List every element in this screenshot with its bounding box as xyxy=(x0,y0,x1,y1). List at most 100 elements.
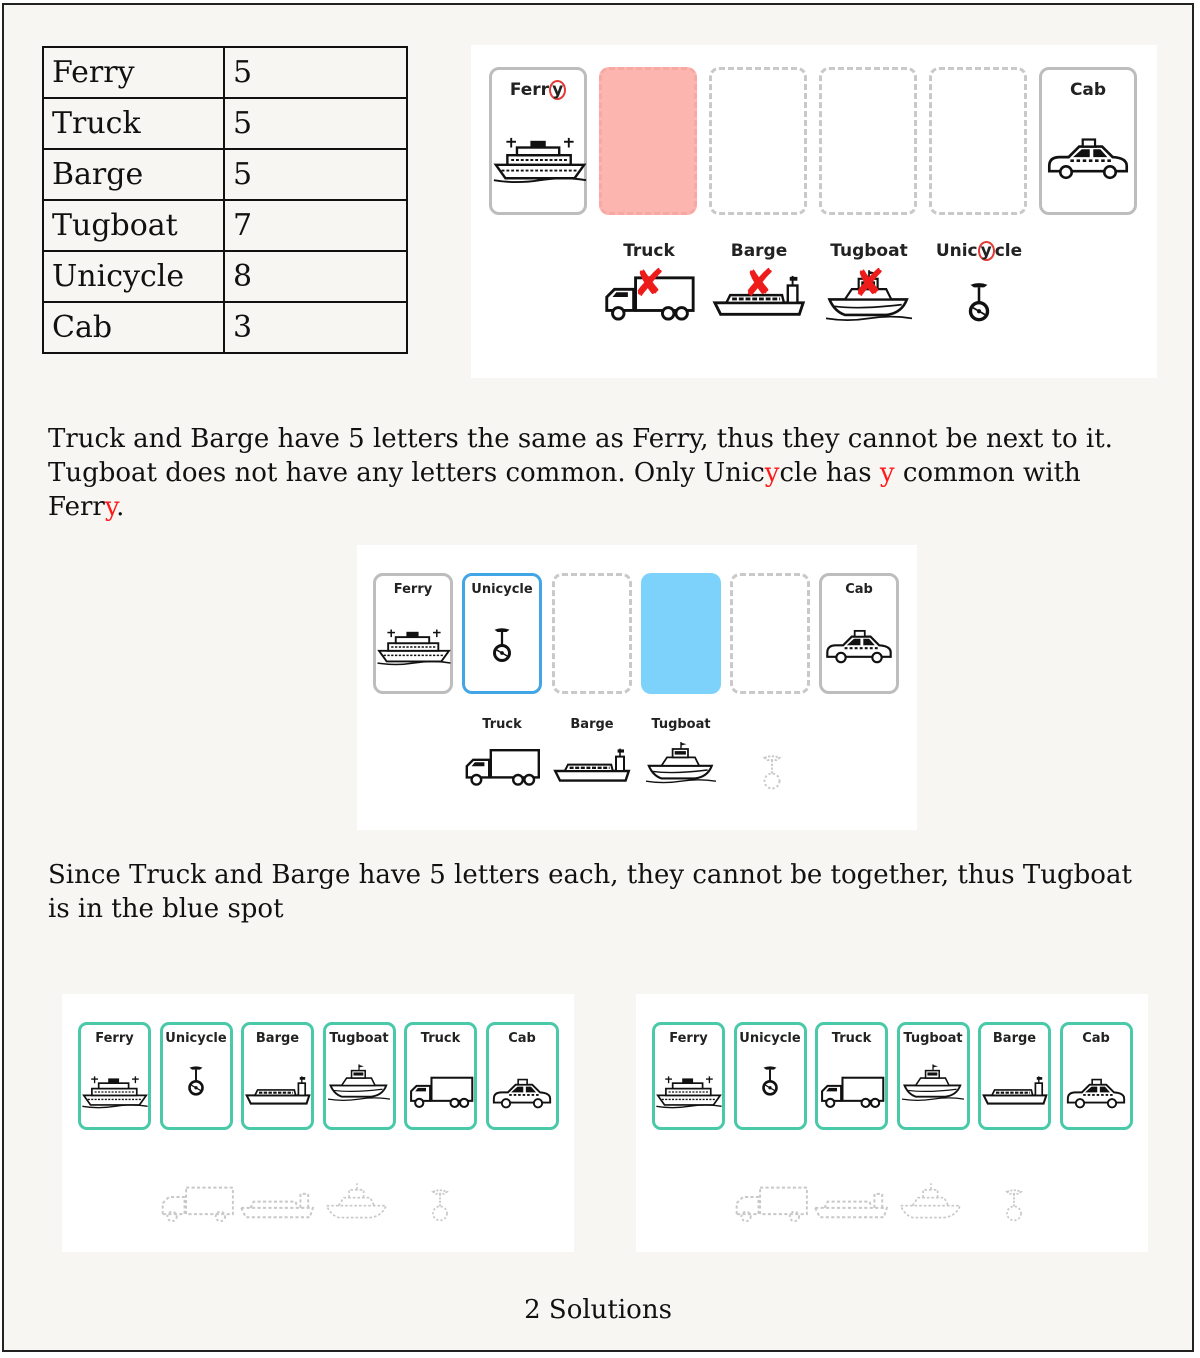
vehicle-name: Truck xyxy=(42,97,225,150)
cross-mark: ✘ xyxy=(633,261,665,305)
table-row: Tugboat 7 xyxy=(42,199,408,252)
table-row: Barge 5 xyxy=(42,148,408,201)
candidate-unicycle: Unic y cle xyxy=(927,241,1031,329)
card-label: Cab xyxy=(1069,80,1107,100)
truck-outline-icon xyxy=(158,1184,236,1224)
candidate-label: Truck xyxy=(623,241,675,261)
candidate-label: Truck xyxy=(482,717,522,732)
puzzle-figure-2: Ferry Unicycle Cab Truck Barge Tugboat xyxy=(357,545,917,830)
card-label: Ferry xyxy=(95,1031,134,1046)
table-row: Ferry 5 xyxy=(42,46,408,99)
cross-mark: ✘ xyxy=(743,261,775,305)
solution-card-unicycle: Unicycle xyxy=(733,1022,807,1130)
letter-count: 8 xyxy=(223,250,408,303)
card-unicycle: Unicycle xyxy=(462,573,542,694)
slot-blue xyxy=(641,573,721,694)
cab-icon xyxy=(490,1077,554,1109)
solution-card-cab: Cab xyxy=(485,1022,559,1130)
unicycle-outline-icon xyxy=(1000,1184,1028,1226)
truck-icon xyxy=(818,1075,886,1109)
tugboat-icon xyxy=(328,1061,390,1105)
barge-icon xyxy=(552,746,632,788)
candidate-barge: Barge xyxy=(552,717,632,792)
candidate-truck: Truck ✘ xyxy=(599,241,699,327)
card-label: Barge xyxy=(255,1031,300,1046)
card-label: Truck xyxy=(420,1031,461,1046)
letter-y-red: y xyxy=(104,492,117,522)
slot-empty xyxy=(552,573,632,694)
unicycle-outline-icon xyxy=(757,749,787,795)
letter-y-red: y xyxy=(764,458,780,488)
solution-2: Ferry Unicycle Truck Tugboat Barge Cab xyxy=(636,994,1148,1252)
candidate-label: Barge xyxy=(570,717,614,732)
tugboat-outline-icon xyxy=(324,1178,390,1228)
card-label: Unicycle xyxy=(165,1031,227,1046)
solution-card-truck: Truck xyxy=(404,1022,477,1130)
card-label: Cab xyxy=(1082,1031,1110,1046)
letter-count: 7 xyxy=(223,199,408,252)
table-row: Unicycle 8 xyxy=(42,250,408,303)
letter-y-red: y xyxy=(879,458,895,488)
cab-icon xyxy=(823,628,895,664)
letter-count: 3 xyxy=(223,301,408,354)
slot-empty xyxy=(819,67,917,215)
puzzle-figure-1: Ferr y Cab Truck ✘ Barge ✘ Tugboat ✘ Unic… xyxy=(471,45,1157,378)
card-label: Cab xyxy=(508,1031,536,1046)
card-cab: Cab xyxy=(1039,67,1137,215)
vehicle-name: Unicycle xyxy=(42,250,225,303)
solution-card-ferry: Ferry xyxy=(652,1022,725,1130)
unicycle-icon xyxy=(757,1061,783,1099)
candidate-unicycle-used xyxy=(752,749,792,799)
solution-card-barge: Barge xyxy=(241,1022,314,1130)
card-label: Ferry xyxy=(393,582,433,597)
card-label: Truck xyxy=(831,1031,872,1046)
unicycle-outline-icon xyxy=(426,1184,454,1226)
truck-outline-icon xyxy=(732,1184,810,1224)
vehicle-name: Barge xyxy=(42,148,225,201)
solution-card-barge: Barge xyxy=(978,1022,1051,1130)
slot-red xyxy=(599,67,697,215)
table-row: Truck 5 xyxy=(42,97,408,150)
cab-icon xyxy=(1044,136,1132,180)
unicycle-icon xyxy=(487,622,517,666)
unicycle-icon xyxy=(183,1061,209,1099)
solution-card-cab: Cab xyxy=(1059,1022,1133,1130)
candidate-truck: Truck xyxy=(462,717,542,792)
vehicle-name: Ferry xyxy=(42,46,225,99)
tugboat-outline-icon xyxy=(898,1178,964,1228)
solution-card-tugboat: Tugboat xyxy=(322,1022,396,1130)
card-label: Ferry xyxy=(669,1031,708,1046)
truck-icon xyxy=(407,1075,475,1109)
barge-icon xyxy=(981,1075,1049,1109)
tugboat-icon xyxy=(646,738,716,788)
unicycle-icon xyxy=(962,277,996,325)
card-label: Unicycle xyxy=(739,1031,801,1046)
candidate-tugboat: Tugboat ✘ xyxy=(819,241,919,329)
barge-icon xyxy=(244,1075,312,1109)
page: Ferry 5 Truck 5 Barge 5 Tugboat 7 Unicycle 8 … xyxy=(2,3,1194,1352)
solution-1: Ferry Unicycle Barge Tugboat Truck Cab xyxy=(62,994,574,1252)
solution-card-ferry: Ferry xyxy=(78,1022,151,1130)
footer-caption: 2 Solutions xyxy=(524,1295,672,1325)
explanation-1: Truck and Barge have 5 letters the same … xyxy=(48,424,1113,522)
table-row: Cab 3 xyxy=(42,301,408,354)
candidate-label: Barge xyxy=(730,241,788,261)
letter-count: 5 xyxy=(223,97,408,150)
vehicle-name: Tugboat xyxy=(42,199,225,252)
ferry-icon xyxy=(492,136,588,184)
truck-icon xyxy=(462,746,542,788)
letter-highlight: y xyxy=(549,80,567,100)
card-ferry: Ferry xyxy=(373,573,453,694)
card-label: Tugboat xyxy=(329,1031,389,1046)
candidate-label: Unic y cle xyxy=(935,241,1023,261)
letter-count: 5 xyxy=(223,148,408,201)
ferry-icon xyxy=(376,628,452,666)
card-label: Unicycle xyxy=(471,582,533,597)
solution-card-truck: Truck xyxy=(815,1022,888,1130)
card-label: Cab xyxy=(845,582,873,597)
candidate-label: Tugboat xyxy=(651,717,711,732)
card-label: Barge xyxy=(992,1031,1037,1046)
explanation-2: Since Truck and Barge have 5 letters eac… xyxy=(48,860,1132,924)
